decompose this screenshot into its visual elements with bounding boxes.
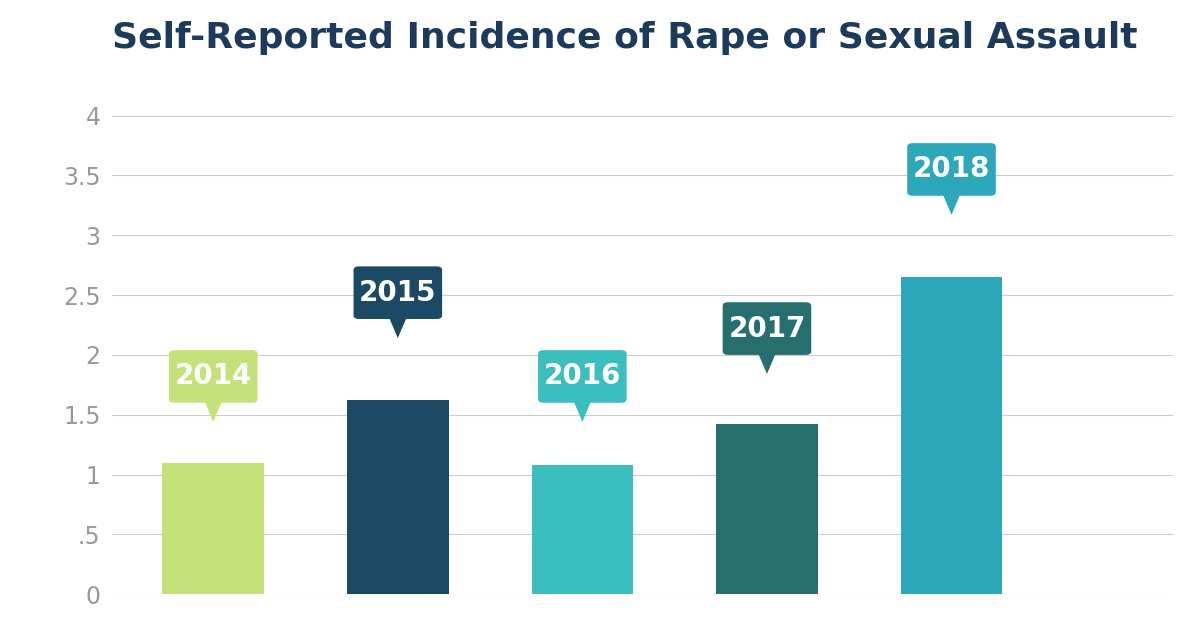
Text: 2018: 2018 [913,156,990,183]
Polygon shape [757,350,778,374]
Polygon shape [572,398,593,422]
Text: Self-Reported Incidence of Rape or Sexual Assault: Self-Reported Incidence of Rape or Sexua… [112,21,1138,55]
Bar [162,462,264,594]
FancyBboxPatch shape [907,143,996,196]
Text: 2017: 2017 [728,314,805,343]
FancyBboxPatch shape [169,350,258,403]
Text: 2014: 2014 [174,362,252,391]
Bar [901,277,1002,594]
Text: 2016: 2016 [544,362,622,391]
FancyBboxPatch shape [538,350,626,403]
Polygon shape [388,314,408,338]
Polygon shape [941,191,961,215]
FancyBboxPatch shape [354,266,442,319]
Text: 2015: 2015 [359,278,437,307]
Bar [532,465,634,594]
Polygon shape [203,398,223,422]
FancyBboxPatch shape [722,302,811,355]
Bar [347,401,449,594]
Bar [716,424,817,594]
